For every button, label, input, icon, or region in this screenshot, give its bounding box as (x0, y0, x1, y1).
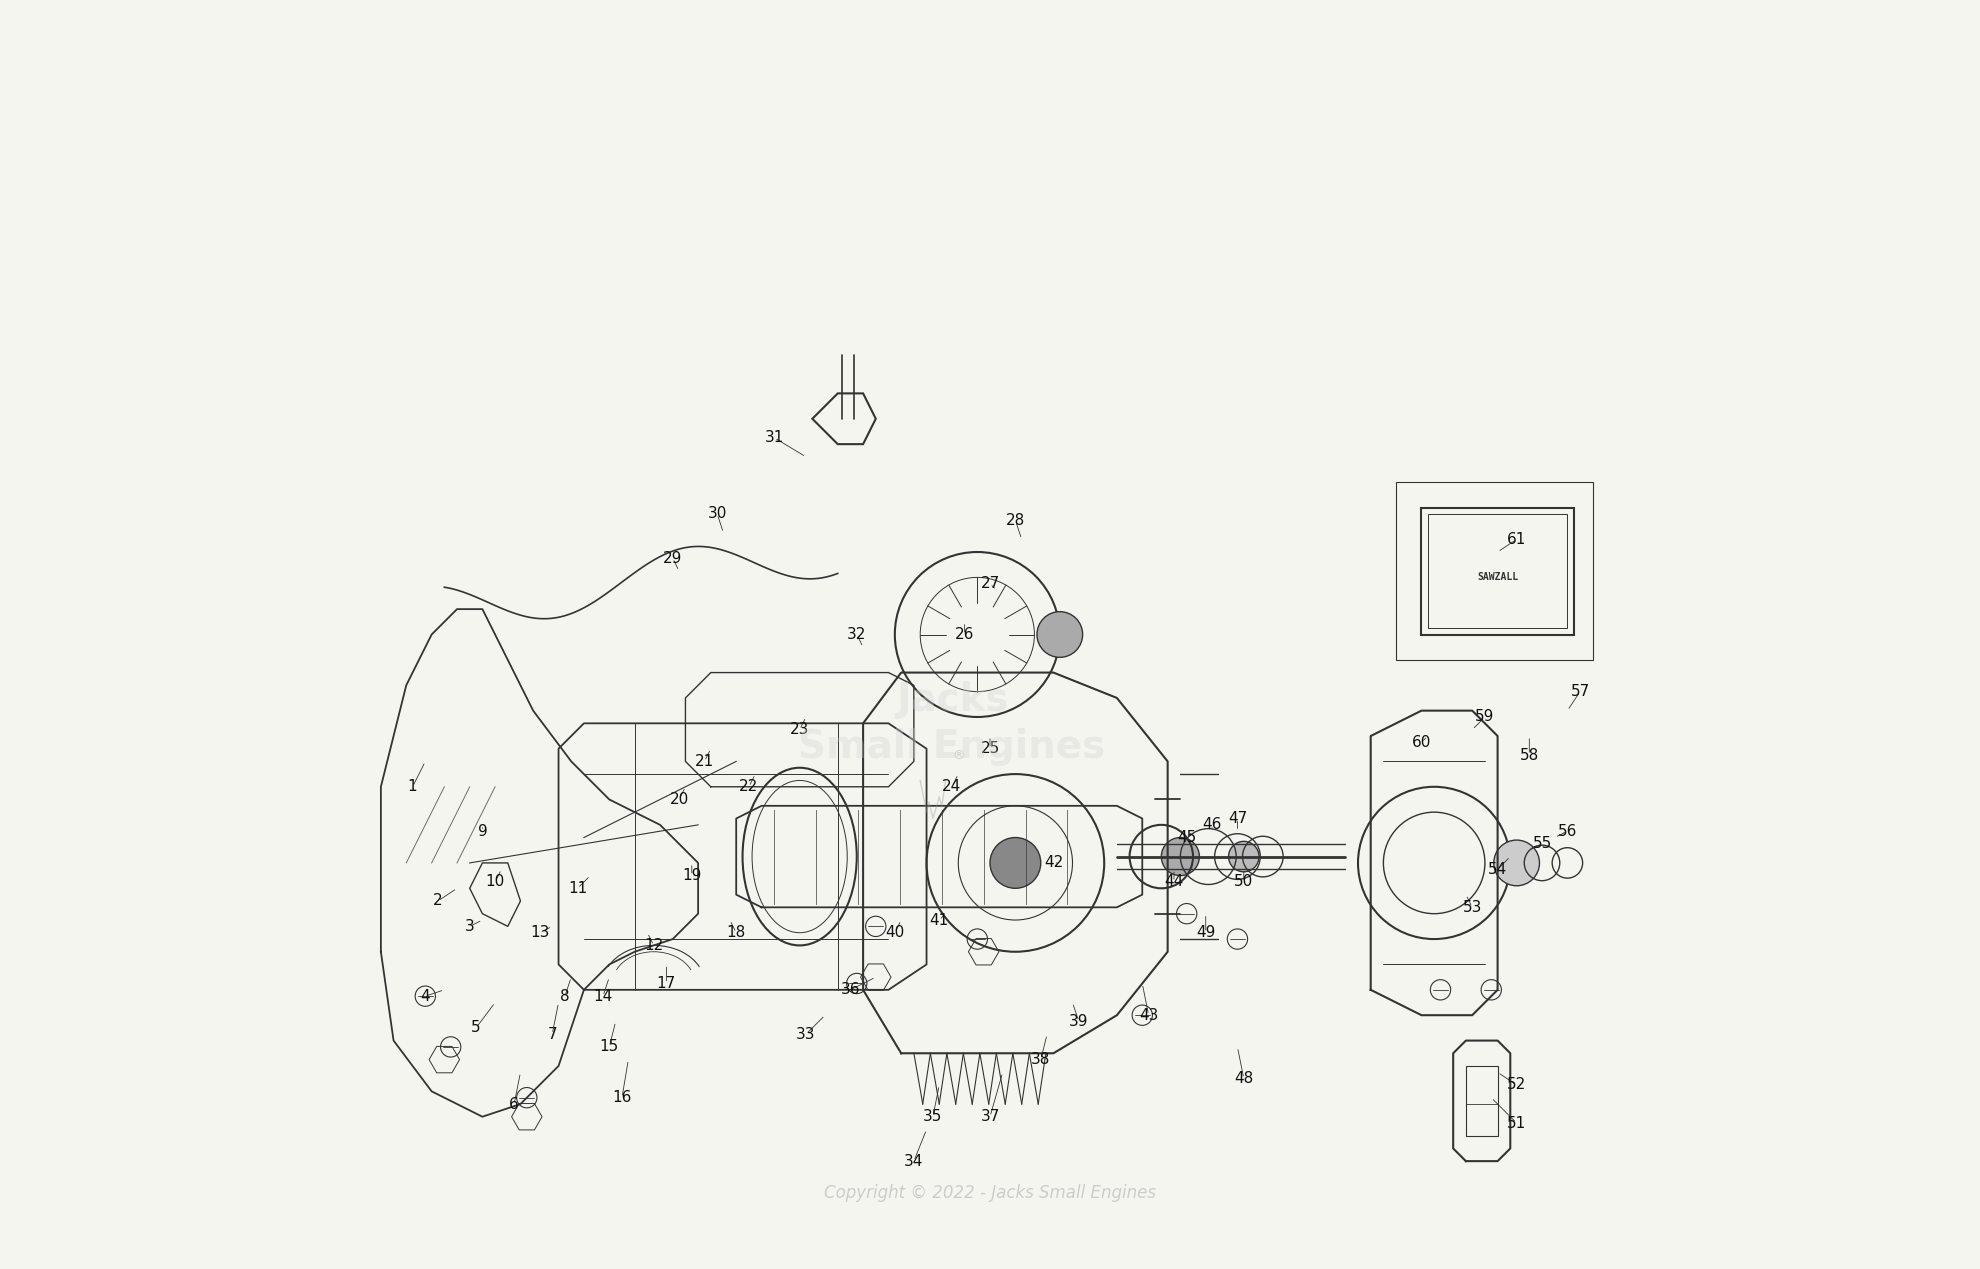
Text: 30: 30 (707, 506, 727, 522)
Text: 19: 19 (681, 868, 701, 883)
Circle shape (990, 838, 1041, 888)
Text: 46: 46 (1202, 817, 1222, 832)
Text: 1: 1 (408, 779, 418, 794)
Bar (1396, 482, 1592, 660)
Text: 25: 25 (980, 741, 1000, 756)
Text: 3: 3 (465, 919, 475, 934)
Text: 51: 51 (1507, 1115, 1527, 1131)
Text: 35: 35 (923, 1109, 942, 1124)
Text: 53: 53 (1463, 900, 1481, 915)
Text: 21: 21 (695, 754, 715, 769)
Text: 34: 34 (905, 1154, 923, 1169)
Text: 10: 10 (485, 874, 505, 890)
Circle shape (1493, 840, 1540, 886)
Text: 20: 20 (669, 792, 689, 807)
Text: 2: 2 (434, 893, 444, 909)
Text: 47: 47 (1228, 811, 1247, 826)
Text: 11: 11 (568, 881, 588, 896)
Text: SAWZALL: SAWZALL (1477, 572, 1519, 582)
Text: 13: 13 (531, 925, 548, 940)
Text: 36: 36 (842, 982, 859, 997)
Text: 56: 56 (1558, 824, 1578, 839)
Text: 27: 27 (980, 576, 1000, 591)
Text: 17: 17 (657, 976, 675, 991)
Bar (1422, 508, 1574, 634)
Text: 5: 5 (471, 1020, 481, 1036)
Text: 32: 32 (847, 627, 867, 642)
Circle shape (1228, 841, 1259, 872)
Text: 58: 58 (1521, 747, 1538, 763)
Text: 55: 55 (1533, 836, 1552, 851)
Bar (1465, 1066, 1497, 1136)
Text: 26: 26 (954, 627, 974, 642)
Text: 8: 8 (560, 989, 570, 1004)
Text: 16: 16 (612, 1090, 632, 1105)
Text: 31: 31 (764, 430, 784, 445)
Text: 22: 22 (739, 779, 758, 794)
Text: 49: 49 (1196, 925, 1216, 940)
Text: 4: 4 (420, 989, 430, 1004)
Circle shape (1038, 612, 1083, 657)
Text: 61: 61 (1507, 532, 1527, 547)
Text: 24: 24 (942, 779, 962, 794)
Text: 44: 44 (1164, 874, 1184, 890)
Text: 9: 9 (477, 824, 487, 839)
Text: 41: 41 (931, 912, 948, 928)
Text: ®: ® (952, 749, 964, 761)
Text: 50: 50 (1234, 874, 1253, 890)
Text: 57: 57 (1570, 684, 1590, 699)
Text: 38: 38 (1032, 1052, 1051, 1067)
Text: 23: 23 (790, 722, 810, 737)
Text: 45: 45 (1176, 830, 1196, 845)
Text: 15: 15 (600, 1039, 620, 1055)
Text: 42: 42 (1043, 855, 1063, 871)
Text: 7: 7 (546, 1027, 556, 1042)
Text: 6: 6 (509, 1096, 519, 1112)
Text: 48: 48 (1234, 1071, 1253, 1086)
Text: 37: 37 (980, 1109, 1000, 1124)
Bar (1428, 514, 1568, 628)
Text: 28: 28 (1006, 513, 1026, 528)
Text: 29: 29 (663, 551, 683, 566)
Text: 40: 40 (885, 925, 905, 940)
Text: 60: 60 (1412, 735, 1432, 750)
Text: 12: 12 (644, 938, 663, 953)
Text: Copyright © 2022 - Jacks Small Engines: Copyright © 2022 - Jacks Small Engines (824, 1184, 1156, 1202)
Text: Jacks
Small Engines: Jacks Small Engines (798, 681, 1105, 765)
Circle shape (1162, 838, 1200, 876)
Text: 54: 54 (1489, 862, 1507, 877)
Text: 18: 18 (727, 925, 746, 940)
Text: 43: 43 (1138, 1008, 1158, 1023)
Text: 59: 59 (1475, 709, 1495, 725)
Text: 33: 33 (796, 1027, 816, 1042)
Text: 52: 52 (1507, 1077, 1527, 1093)
Text: 39: 39 (1069, 1014, 1089, 1029)
Text: 14: 14 (594, 989, 612, 1004)
